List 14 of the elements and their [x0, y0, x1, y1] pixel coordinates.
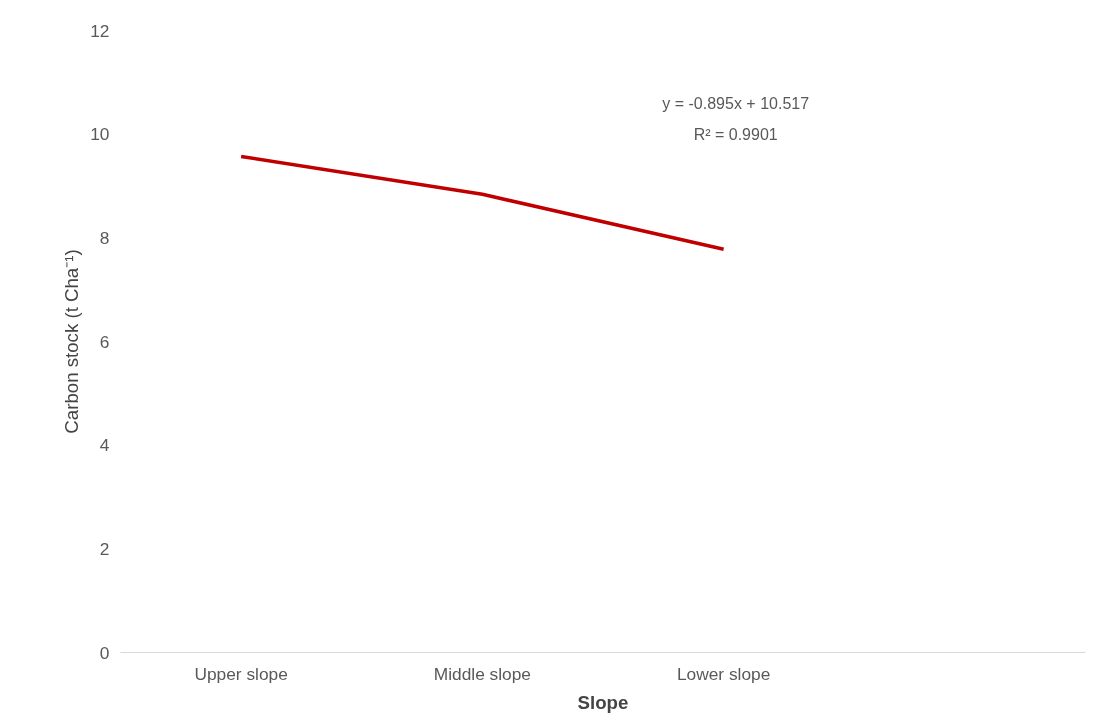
y-tick-label: 4 — [99, 435, 110, 456]
x-tick-label: Upper slope — [194, 663, 288, 684]
x-tick-label: Middle slope — [433, 663, 532, 684]
y-tick-label: 2 — [99, 538, 110, 559]
x-tick-label: Lower slope — [676, 663, 771, 684]
x-axis-title: Slope — [577, 691, 629, 713]
y-tick-label: 12 — [90, 20, 110, 41]
y-tick-label: 6 — [99, 331, 110, 352]
annotation: y = -0.895x + 10.517 — [662, 94, 810, 112]
y-axis-title: Carbon stock (t Cha⁻¹) — [61, 249, 83, 434]
y-tick-label: 0 — [99, 642, 110, 663]
annotation: R² = 0.9901 — [693, 125, 778, 143]
y-tick-label: 10 — [90, 124, 110, 145]
y-tick-label: 8 — [99, 227, 110, 248]
